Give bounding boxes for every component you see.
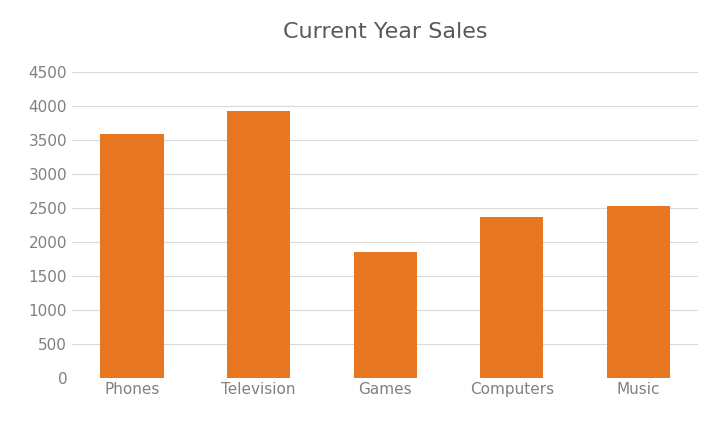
Bar	[227, 111, 290, 378]
Title: Current Year Sales: Current Year Sales	[283, 21, 487, 42]
Bar	[101, 134, 163, 378]
Bar	[480, 217, 544, 378]
Bar	[607, 206, 670, 378]
Bar	[354, 252, 417, 378]
